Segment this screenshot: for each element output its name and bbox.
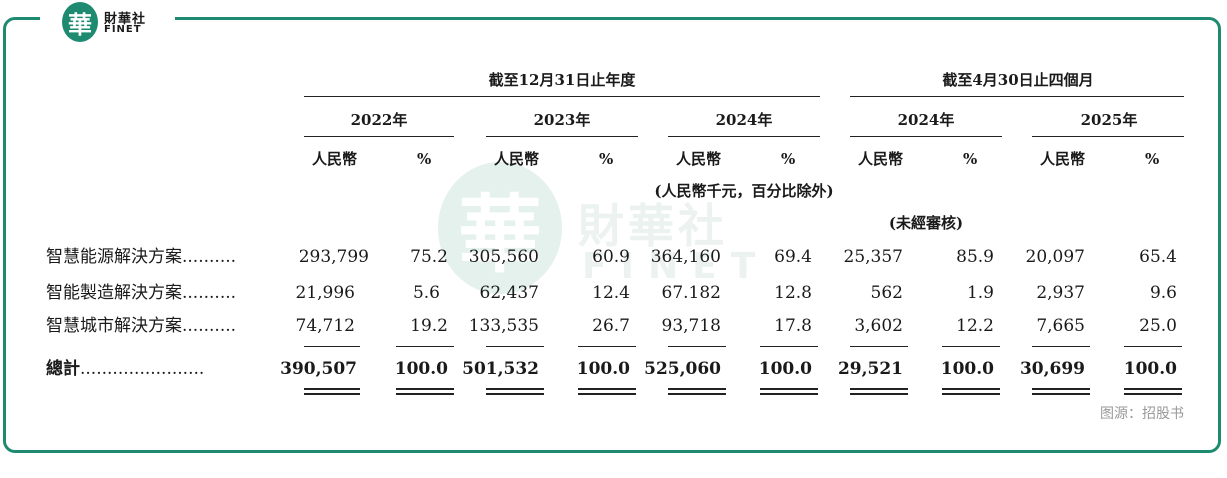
total-amount: 30,699 — [1019, 359, 1085, 379]
col-header-currency: 人民幣 — [1040, 150, 1086, 168]
table-frame — [3, 17, 1221, 453]
total-percent: 100.0 — [1123, 359, 1177, 379]
cell-percent: 69.4 — [774, 247, 812, 267]
subtotal-rule — [578, 346, 636, 347]
cell-percent: 75.2 — [410, 247, 448, 267]
total-double-rule — [760, 388, 818, 395]
cell-amount: 305,560 — [468, 247, 539, 267]
subtotal-rule — [1124, 346, 1182, 347]
col-header-percent: % — [963, 150, 978, 168]
subtotal-rule — [850, 346, 908, 347]
finet-logo-emblem: 華 — [62, 2, 98, 42]
total-double-rule — [396, 388, 454, 395]
col-header-percent: % — [1145, 150, 1160, 168]
total-double-rule — [850, 388, 908, 395]
col-header-percent: % — [417, 150, 432, 168]
year-header-2024-m4: 2024年 — [897, 111, 955, 129]
row-label: 智慧能源解決方案.......... — [46, 247, 237, 267]
subtotal-rule — [1032, 346, 1090, 347]
cell-amount: 3,602 — [854, 316, 903, 336]
cell-percent: 1.9 — [966, 283, 994, 303]
unaudited-note: (未經審核) — [888, 214, 964, 232]
total-amount: 501,532 — [462, 359, 539, 379]
total-double-rule — [578, 388, 636, 395]
group-header-fiscal-year: 截至12月31日止年度 — [488, 71, 636, 89]
col-header-percent: % — [599, 150, 614, 168]
total-label: 總計....................... — [46, 359, 205, 379]
col-header-currency: 人民幣 — [494, 150, 540, 168]
subtotal-rule — [942, 346, 1000, 347]
total-double-rule — [486, 388, 544, 395]
cell-amount: 62,437 — [479, 283, 539, 303]
cell-percent: 12.2 — [956, 316, 994, 336]
year-rule-2024-m4 — [850, 136, 1002, 137]
cell-percent: 60.9 — [592, 247, 630, 267]
year-rule-2025-m4 — [1032, 136, 1184, 137]
total-percent: 100.0 — [758, 359, 812, 379]
cell-amount: 133,535 — [468, 316, 539, 336]
group-rule-fiscal-year — [304, 96, 820, 97]
image-source-caption: 图源：招股书 — [1100, 406, 1184, 422]
subtotal-rule — [668, 346, 726, 347]
total-double-rule — [304, 388, 360, 395]
col-header-percent: % — [781, 150, 796, 168]
subtotal-rule — [760, 346, 818, 347]
row-label: 智慧城市解決方案.......... — [46, 316, 237, 336]
cell-percent: 9.6 — [1149, 283, 1177, 303]
cell-percent: 5.6 — [412, 283, 440, 303]
cell-percent: 25.0 — [1139, 316, 1177, 336]
cell-amount: 21,996 — [295, 283, 355, 303]
total-percent: 100.0 — [576, 359, 630, 379]
unit-note: (人民幣千元，百分比除外) — [654, 182, 834, 200]
cell-amount: 20,097 — [1025, 247, 1085, 267]
group-header-four-months: 截至4月30日止四個月 — [942, 71, 1094, 89]
cell-amount: 2,937 — [1036, 283, 1085, 303]
cell-amount: 7,665 — [1036, 316, 1085, 336]
logo-name-cn: 財華社 — [104, 12, 147, 27]
subtotal-rule — [486, 346, 544, 347]
col-header-currency: 人民幣 — [858, 150, 904, 168]
total-percent: 100.0 — [940, 359, 994, 379]
year-header-2023: 2023年 — [533, 111, 591, 129]
total-amount: 390,507 — [280, 359, 357, 379]
col-header-currency: 人民幣 — [676, 150, 722, 168]
total-double-rule — [668, 388, 726, 395]
year-header-2024: 2024年 — [715, 111, 773, 129]
total-percent: 100.0 — [394, 359, 448, 379]
cell-amount: 562 — [870, 283, 903, 303]
cell-percent: 26.7 — [592, 316, 630, 336]
row-label: 智能製造解決方案.......... — [46, 283, 237, 303]
subtotal-rule — [304, 346, 360, 347]
total-double-rule — [1124, 388, 1182, 395]
col-header-currency: 人民幣 — [312, 150, 358, 168]
cell-amount: 293,799 — [298, 247, 369, 267]
year-rule-2024 — [668, 136, 820, 137]
cell-percent: 12.8 — [774, 283, 812, 303]
total-double-rule — [942, 388, 1000, 395]
cell-amount: 364,160 — [650, 247, 721, 267]
cell-percent: 65.4 — [1139, 247, 1177, 267]
logo-name-en: FINET — [104, 24, 142, 35]
cell-amount: 67.182 — [661, 283, 721, 303]
total-amount: 29,521 — [837, 359, 903, 379]
year-header-2025-m4: 2025年 — [1080, 111, 1138, 129]
cell-amount: 93,718 — [661, 316, 721, 336]
year-rule-2022 — [304, 136, 454, 137]
year-rule-2023 — [486, 136, 638, 137]
year-header-2022: 2022年 — [350, 111, 408, 129]
total-amount: 525,060 — [644, 359, 721, 379]
group-rule-four-months — [850, 96, 1184, 97]
cell-amount: 25,357 — [843, 247, 903, 267]
cell-amount: 74,712 — [295, 316, 355, 336]
cell-percent: 12.4 — [592, 283, 630, 303]
cell-percent: 19.2 — [410, 316, 448, 336]
total-double-rule — [1032, 388, 1090, 395]
cell-percent: 85.9 — [956, 247, 994, 267]
subtotal-rule — [396, 346, 454, 347]
cell-percent: 17.8 — [774, 316, 812, 336]
